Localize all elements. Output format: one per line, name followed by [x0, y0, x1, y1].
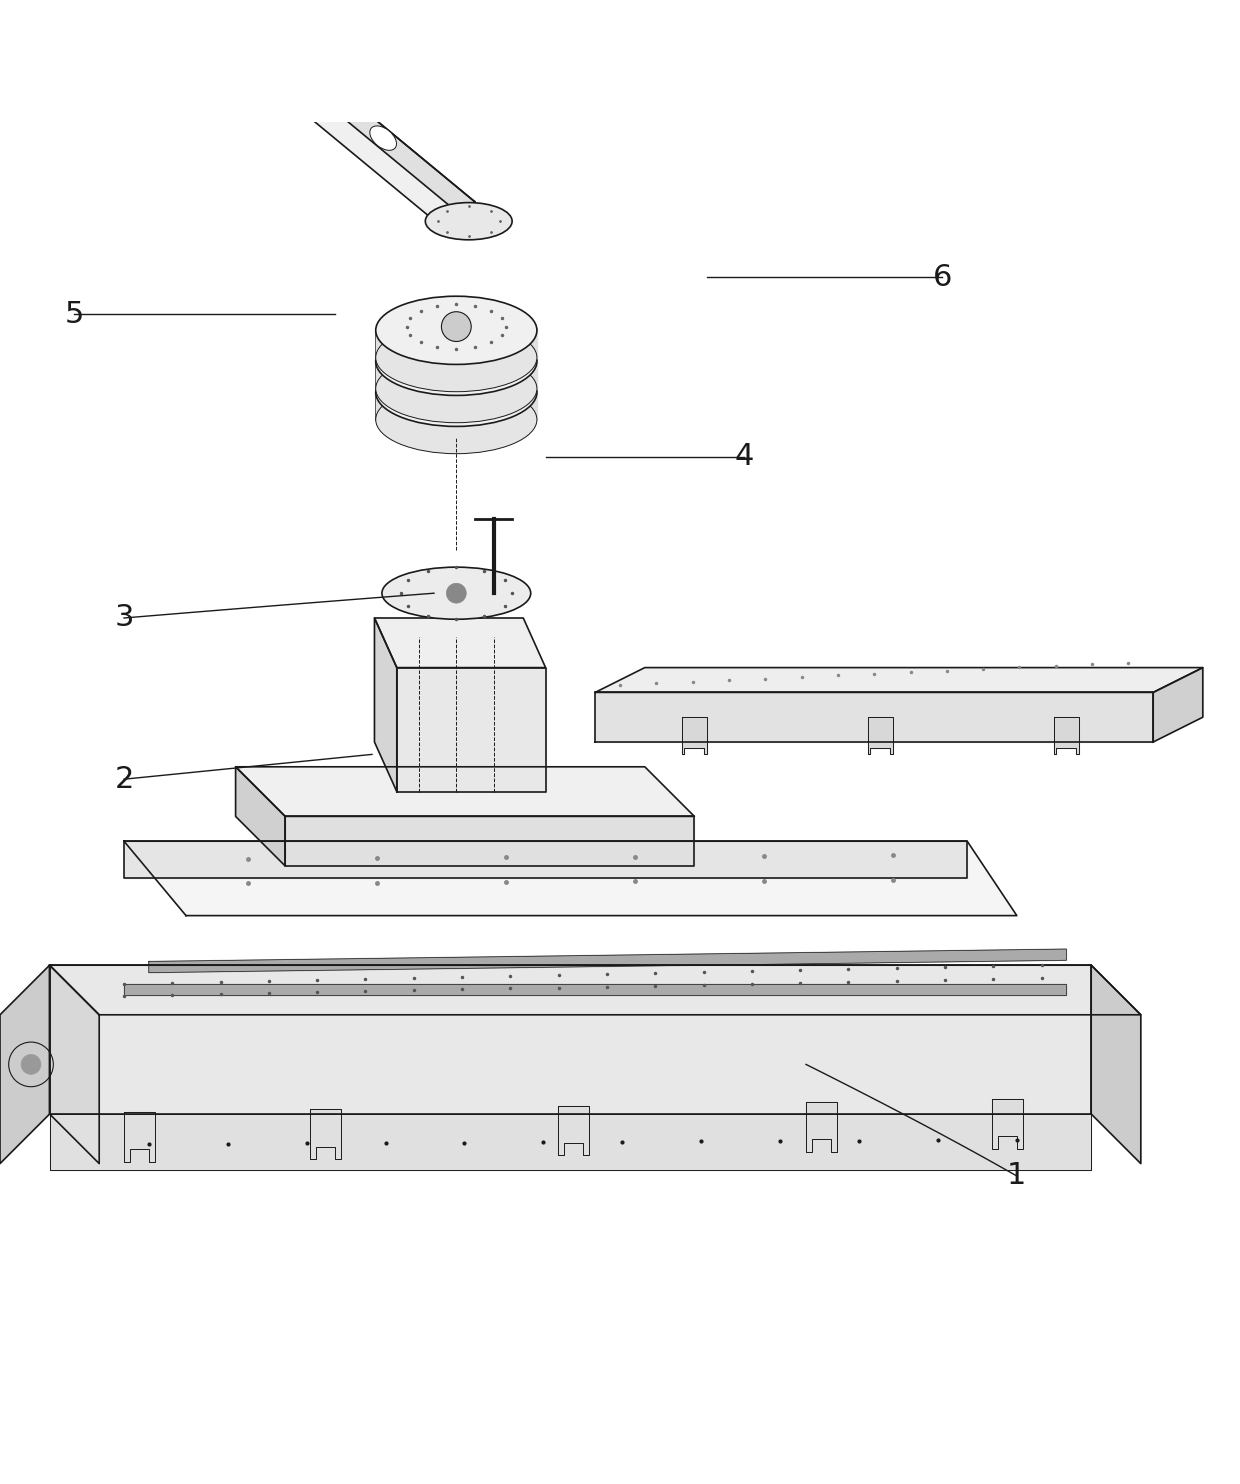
Polygon shape — [190, 0, 475, 227]
Ellipse shape — [376, 326, 537, 395]
Text: 5: 5 — [64, 300, 84, 328]
Polygon shape — [0, 965, 50, 1163]
Text: 2: 2 — [114, 764, 134, 794]
Polygon shape — [1054, 717, 1079, 754]
Text: 6: 6 — [932, 263, 952, 291]
Polygon shape — [1091, 965, 1141, 1163]
Ellipse shape — [376, 386, 537, 454]
Polygon shape — [558, 1106, 589, 1155]
Polygon shape — [595, 693, 1153, 742]
Ellipse shape — [299, 67, 325, 92]
Circle shape — [446, 583, 466, 603]
Polygon shape — [374, 617, 546, 668]
Polygon shape — [1153, 668, 1203, 742]
Ellipse shape — [376, 324, 537, 392]
Polygon shape — [595, 668, 1203, 693]
Polygon shape — [50, 965, 1141, 1015]
Polygon shape — [50, 965, 99, 1163]
Ellipse shape — [370, 126, 397, 150]
Text: 1: 1 — [1007, 1162, 1027, 1190]
Polygon shape — [124, 841, 967, 879]
Polygon shape — [285, 816, 694, 867]
Text: 3: 3 — [114, 604, 134, 632]
Polygon shape — [124, 841, 1017, 916]
Polygon shape — [164, 0, 475, 233]
Polygon shape — [149, 950, 1066, 972]
Polygon shape — [50, 1114, 1091, 1169]
Polygon shape — [992, 1100, 1023, 1149]
Ellipse shape — [376, 297, 537, 365]
Polygon shape — [50, 965, 1091, 1114]
Ellipse shape — [376, 355, 537, 423]
Ellipse shape — [376, 358, 537, 426]
Polygon shape — [806, 1103, 837, 1152]
Polygon shape — [124, 1112, 155, 1162]
Polygon shape — [124, 984, 1066, 994]
Polygon shape — [310, 1110, 341, 1159]
Polygon shape — [236, 767, 285, 867]
Polygon shape — [374, 617, 397, 791]
Polygon shape — [397, 668, 546, 791]
Ellipse shape — [382, 567, 531, 619]
Text: 4: 4 — [734, 442, 754, 472]
Polygon shape — [868, 717, 893, 754]
Polygon shape — [236, 767, 694, 816]
Circle shape — [441, 312, 471, 341]
Ellipse shape — [425, 203, 512, 240]
Polygon shape — [682, 717, 707, 754]
Circle shape — [21, 1055, 41, 1074]
